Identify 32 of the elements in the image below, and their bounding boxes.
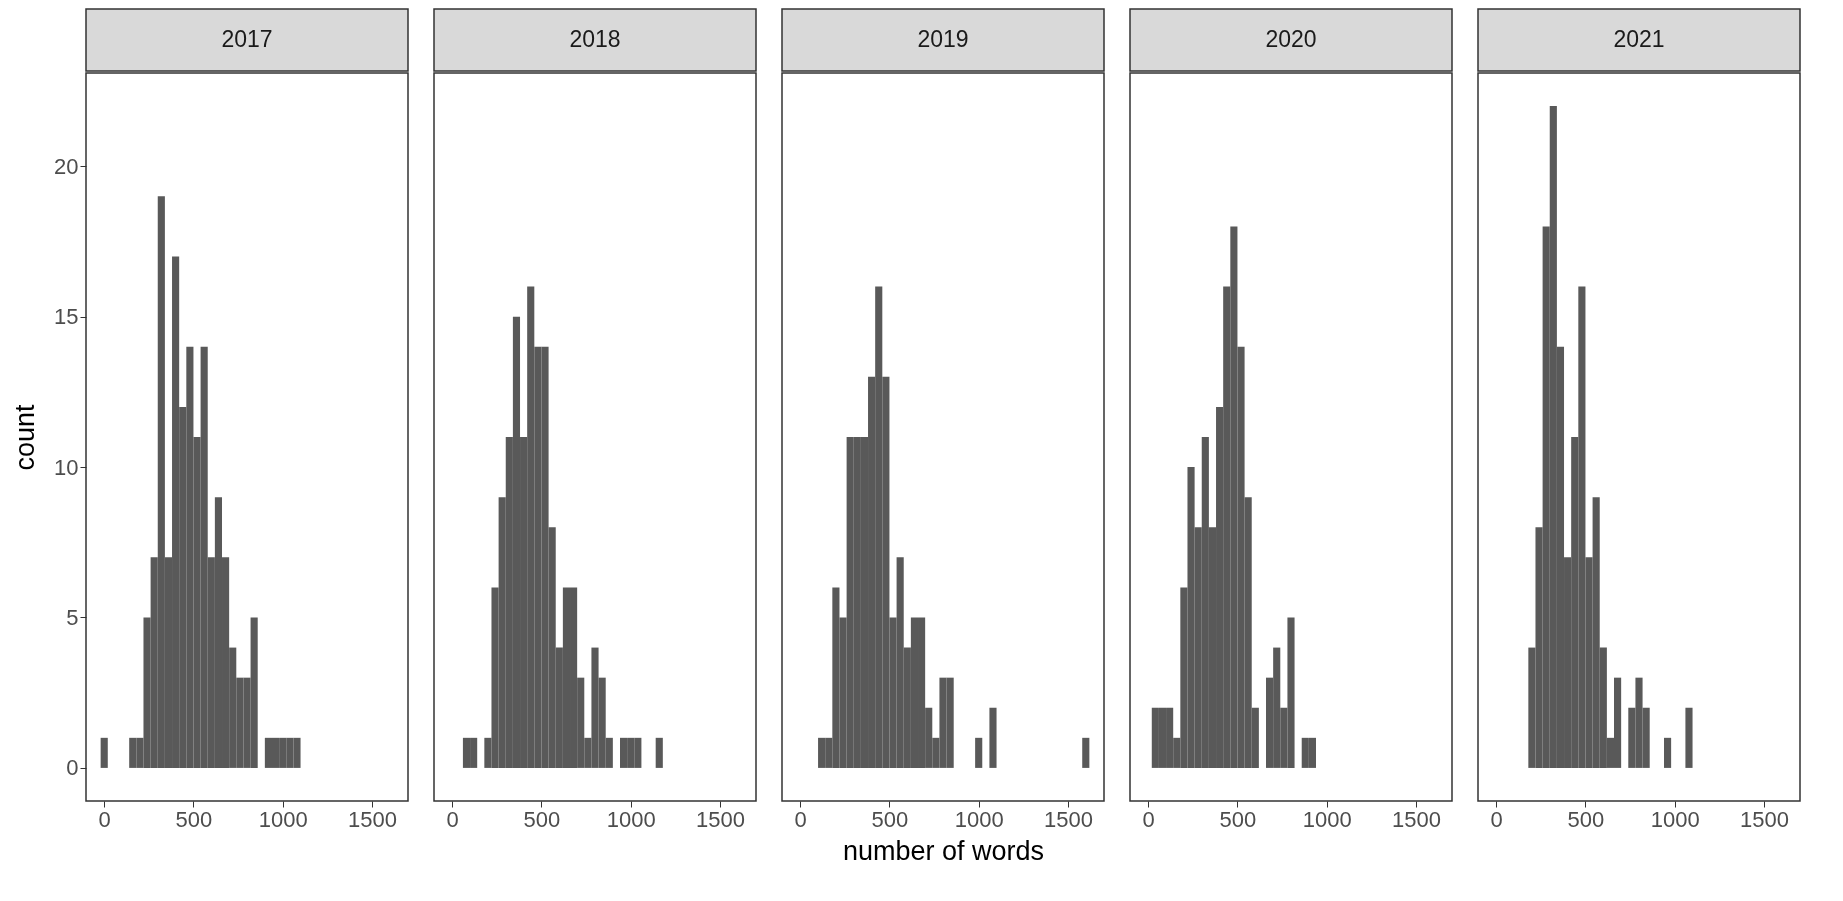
x-tick-label: 1500	[347, 806, 397, 832]
x-tick-label: 500	[1219, 806, 1257, 832]
x-tick-label: 1500	[1043, 806, 1093, 832]
x-tick-label: 1000	[606, 806, 656, 832]
x-tick-label: 1500	[1391, 806, 1441, 832]
x-tick-label: 1000	[1650, 806, 1700, 832]
x-tick-label: 1500	[1739, 806, 1789, 832]
y-tick-label: 10	[54, 454, 79, 480]
y-tick-label: 20	[54, 153, 79, 179]
y-tick-label: 5	[66, 605, 79, 630]
x-tick-label: 500	[523, 806, 561, 832]
x-tick-label: 500	[871, 806, 909, 832]
x-tick-label: 1000	[1302, 806, 1352, 832]
x-tick-label: 0	[446, 806, 459, 832]
x-tick-label: 0	[98, 806, 111, 832]
x-tick-label: 0	[794, 806, 807, 832]
x-tick-label: 0	[1142, 806, 1155, 832]
x-tick-label: 500	[1567, 806, 1605, 832]
y-tick-label: 0	[66, 755, 79, 781]
y-tick-label: 15	[54, 304, 79, 330]
x-tick-label: 1000	[954, 806, 1004, 832]
y-axis-title: count	[10, 403, 41, 471]
x-tick-label: 0	[1490, 806, 1503, 832]
x-tick-label: 1500	[695, 806, 745, 832]
x-tick-label: 500	[175, 806, 213, 832]
chart-title: 2020	[1265, 26, 1317, 52]
chart-title: 2019	[917, 26, 969, 52]
x-tick-label: 1000	[258, 806, 308, 832]
x-axis-title: number of words	[842, 835, 1045, 866]
chart-title: 2018	[569, 26, 621, 52]
chart-title: 2021	[1613, 26, 1665, 52]
chart-title: 2017	[221, 26, 273, 52]
